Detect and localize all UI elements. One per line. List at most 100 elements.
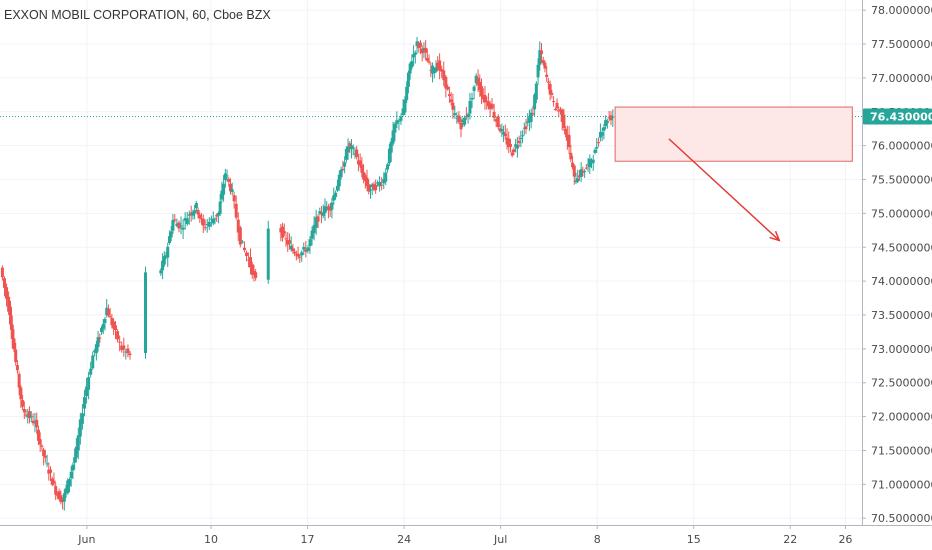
candle-body xyxy=(85,386,89,397)
candle-body xyxy=(395,120,399,124)
candle-body xyxy=(485,100,489,102)
candle-body xyxy=(240,241,244,243)
candle-body xyxy=(15,365,19,371)
last-price-label: 76.43000000 xyxy=(870,111,932,124)
candle-body xyxy=(87,377,91,390)
candle-body xyxy=(203,227,207,229)
candle-body xyxy=(432,70,436,73)
candle-body xyxy=(478,81,482,91)
candle-body xyxy=(227,179,231,182)
candle-body xyxy=(380,184,384,186)
candle-body xyxy=(211,218,215,224)
candle-body xyxy=(510,152,514,156)
candle-body xyxy=(21,400,25,407)
candle-body xyxy=(334,192,338,198)
candle-body xyxy=(522,127,526,129)
candle-body xyxy=(228,183,232,192)
candle-body xyxy=(54,486,58,495)
candle-body xyxy=(378,181,382,187)
candle-body xyxy=(242,247,246,251)
time-axis[interactable]: Jun 10 17 24 Jul 8 15 22 26 xyxy=(77,525,852,546)
candle-body xyxy=(455,117,459,119)
candle-body xyxy=(50,478,54,485)
candle-body xyxy=(586,164,590,166)
candle-body xyxy=(22,409,26,413)
target-zone-box[interactable] xyxy=(614,106,853,162)
candle-body xyxy=(298,256,302,258)
candle-body xyxy=(343,162,347,167)
candle-body xyxy=(579,169,583,177)
candle-body xyxy=(55,494,59,496)
candle-body xyxy=(118,341,122,343)
candle-body xyxy=(191,212,195,216)
candle-body xyxy=(89,368,93,375)
candle-body xyxy=(609,115,613,121)
candle-body xyxy=(73,457,77,463)
candle-body xyxy=(69,471,73,479)
candle-body xyxy=(326,206,330,211)
candle-body xyxy=(534,83,538,100)
candle-body xyxy=(546,81,550,83)
candle-body xyxy=(289,245,293,250)
candle-body xyxy=(472,86,476,91)
candle-body xyxy=(447,94,451,97)
candle-body xyxy=(418,42,422,47)
candle-body xyxy=(593,149,597,153)
candle-body xyxy=(515,144,519,149)
candle-body xyxy=(474,75,478,84)
candle-body xyxy=(106,308,110,316)
y-tick-label: 78.00000000 xyxy=(871,4,932,17)
candle-body xyxy=(24,414,28,416)
candle-body xyxy=(337,174,341,187)
candle-body xyxy=(112,321,116,329)
candle-body xyxy=(492,111,496,118)
candle-body xyxy=(457,115,461,123)
candle-body xyxy=(223,173,227,180)
candle-body xyxy=(120,345,124,351)
candle-body xyxy=(43,455,47,458)
candle-body xyxy=(572,165,576,177)
candle-body xyxy=(500,129,504,132)
candle-body xyxy=(161,260,165,271)
x-tick-label: 24 xyxy=(397,533,411,546)
candle-body xyxy=(529,112,533,122)
candle-body xyxy=(524,126,528,130)
candle-body xyxy=(116,331,120,340)
candle-body xyxy=(562,114,566,129)
candle-body xyxy=(422,48,426,50)
candle-body xyxy=(222,183,226,195)
candle-body xyxy=(498,128,502,132)
candle-body xyxy=(372,184,376,190)
y-tick-label: 73.00000000 xyxy=(871,343,932,356)
candle-body xyxy=(19,387,23,400)
candle-body xyxy=(225,175,229,177)
candle-body xyxy=(169,231,173,238)
candle-body xyxy=(293,251,297,254)
candle-body xyxy=(538,50,542,65)
candle-body xyxy=(403,99,407,113)
candle-body xyxy=(247,259,251,261)
candle-body xyxy=(348,143,352,146)
candle-body xyxy=(553,109,557,111)
candle-body xyxy=(282,231,286,234)
candle-body xyxy=(503,133,507,137)
candle-body xyxy=(61,498,65,502)
candle-body xyxy=(52,480,56,484)
vertical-gridlines xyxy=(86,0,846,525)
candle-body xyxy=(339,169,343,178)
trend-arrow[interactable] xyxy=(668,138,780,242)
candle-body xyxy=(245,252,249,256)
candle-body xyxy=(569,152,573,160)
candle-body xyxy=(320,212,324,215)
candle-body xyxy=(576,178,580,182)
candle-body xyxy=(286,239,290,245)
candle-body xyxy=(598,132,602,138)
candle-body xyxy=(358,160,362,166)
candle-body xyxy=(481,96,485,100)
price-axis[interactable]: 78.0000000077.5000000077.0000000076.5000… xyxy=(862,4,932,525)
candle-body xyxy=(296,253,300,257)
candle-body xyxy=(459,122,463,130)
candle-body xyxy=(173,219,177,221)
candle-body xyxy=(540,50,544,55)
